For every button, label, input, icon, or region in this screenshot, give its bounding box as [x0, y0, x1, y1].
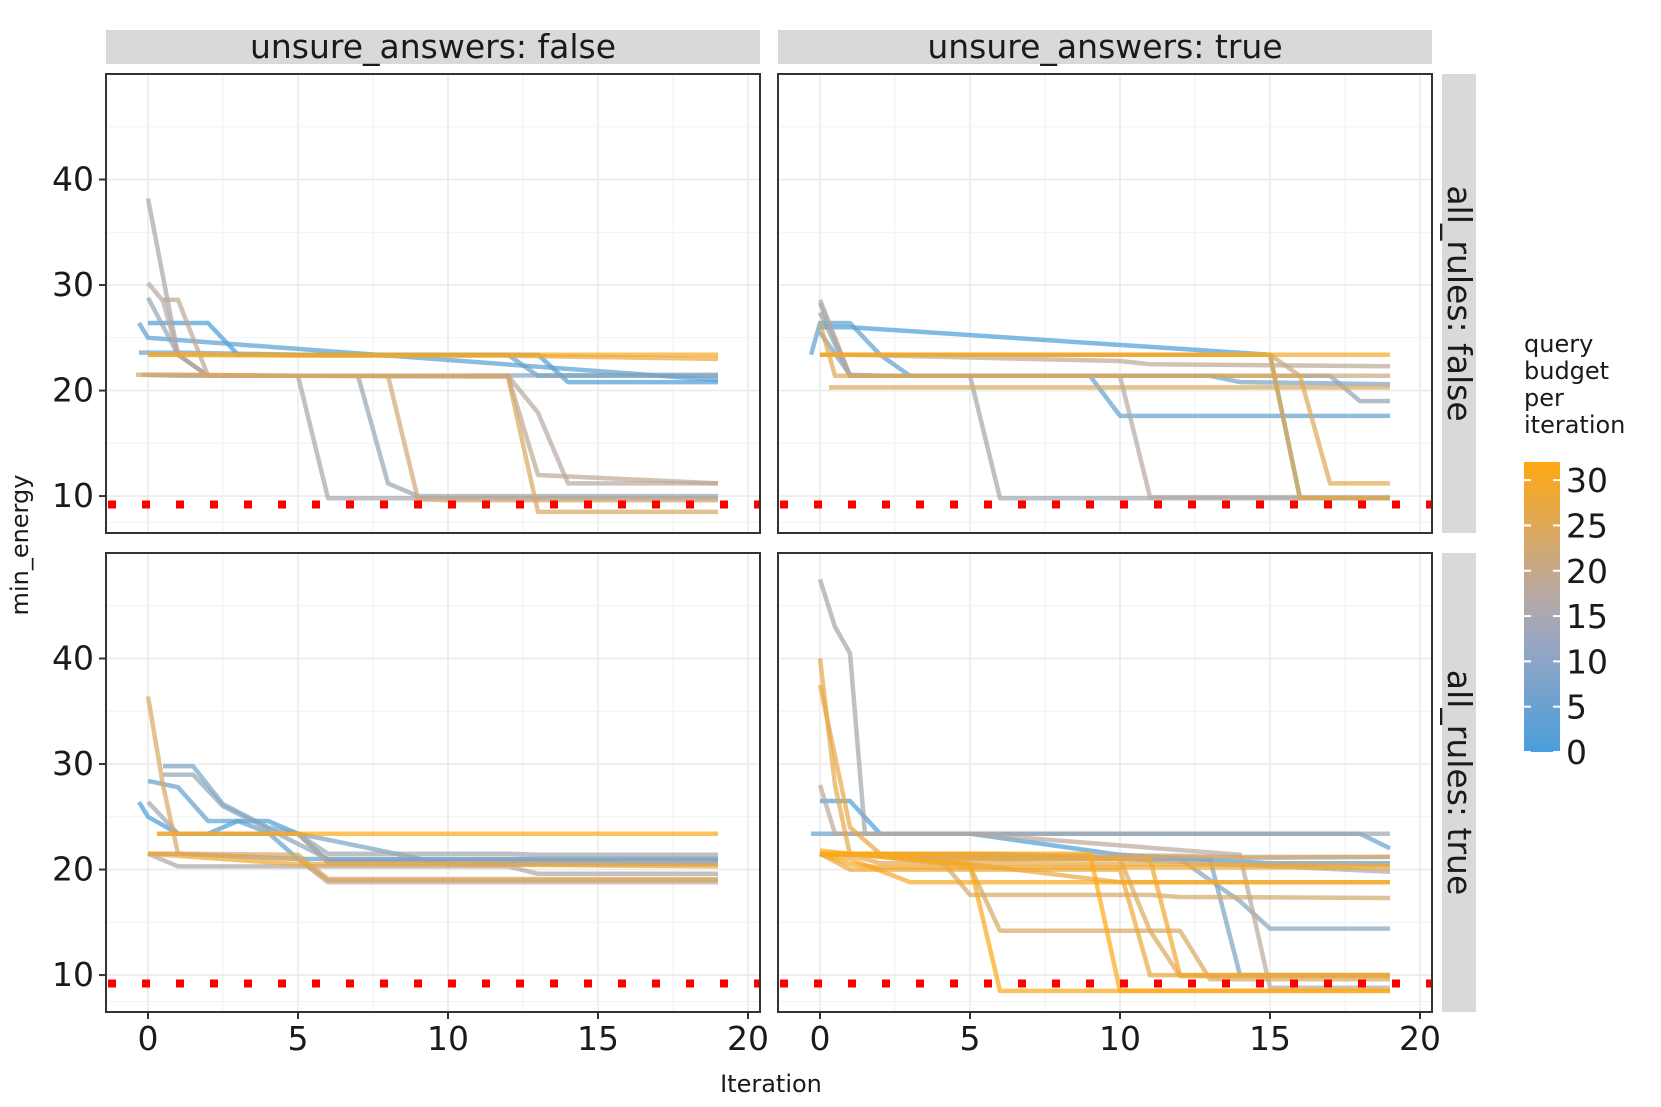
facet-panels [105, 73, 1433, 1013]
series-line [145, 696, 718, 882]
series-line [136, 372, 718, 515]
facet-panel [777, 552, 1433, 1013]
y-tick-label: 10 [52, 476, 94, 515]
legend-tick-label: 25 [1566, 506, 1608, 545]
series-line [819, 851, 1390, 885]
x-tick-label: 0 [138, 1019, 159, 1058]
y-tick-label: 30 [52, 265, 94, 304]
y-tick-label: 30 [52, 744, 94, 783]
y-axis-title: min_energy [6, 475, 34, 616]
legend-colorbar [1524, 462, 1560, 752]
legend-title: query budget per iteration [1524, 330, 1625, 439]
facet-panel [777, 73, 1433, 534]
gridlines [106, 74, 760, 533]
column-strip [106, 30, 760, 64]
y-tick-label: 20 [52, 371, 94, 410]
column-strip [778, 30, 1432, 64]
series-line [163, 772, 718, 862]
series-lines [137, 696, 719, 885]
y-tick-label: 20 [52, 850, 94, 889]
panel-border [105, 73, 761, 534]
legend-tick-label: 20 [1566, 552, 1608, 591]
panel-background [106, 74, 760, 533]
x-axis-title: Iteration [720, 1070, 822, 1098]
series-lines [811, 578, 1391, 994]
row-strip-label: all_rules: false [1440, 185, 1479, 421]
legend-tick-label: 5 [1566, 688, 1587, 727]
panel-background [778, 553, 1432, 1012]
panel-border [105, 552, 761, 1013]
y-tick-label: 40 [52, 639, 94, 678]
legend-tick-label: 10 [1566, 642, 1608, 681]
panel-background [106, 553, 760, 1012]
x-tick-label: 15 [1249, 1019, 1291, 1058]
x-tick-label: 5 [960, 1019, 981, 1058]
x-tick-label: 0 [810, 1019, 831, 1058]
facet-panel [105, 552, 761, 1013]
y-tick-label: 10 [52, 955, 94, 994]
x-tick-label: 10 [427, 1019, 469, 1058]
legend-tick-label: 0 [1566, 733, 1587, 772]
panel-border [777, 552, 1433, 1013]
panel-background [778, 74, 1432, 533]
panel-border [777, 73, 1433, 534]
series-line [137, 321, 719, 383]
series-line [147, 851, 719, 869]
facet-panel [105, 73, 761, 534]
row-strip [1442, 553, 1476, 1012]
column-strip-label: unsure_answers: true [927, 27, 1282, 66]
series-lines [808, 298, 1391, 501]
x-tick-label: 20 [727, 1019, 769, 1058]
y-tick-label: 40 [52, 160, 94, 199]
x-tick-label: 20 [1399, 1019, 1441, 1058]
row-strip-label: all_rules: true [1440, 670, 1479, 896]
x-tick-label: 15 [577, 1019, 619, 1058]
series-line [817, 322, 1390, 486]
facet-strips: unsure_answers: false unsure_answers: tru… [106, 27, 1479, 1012]
x-tick-label: 5 [288, 1019, 309, 1058]
x-tick-label: 10 [1099, 1019, 1141, 1058]
series-line [817, 784, 1390, 990]
row-strip [1442, 74, 1476, 533]
legend-tick-label: 15 [1566, 597, 1608, 636]
series-lines [136, 198, 719, 515]
series-line [820, 851, 1390, 994]
gridlines [106, 553, 760, 1012]
column-strip-label: unsure_answers: false [250, 27, 616, 66]
axes: 10 20 30 40 0 5 10 15 20 10 20 30 40 0 5 10 15 20 [52, 160, 1441, 1058]
legend-tick-label: 30 [1566, 461, 1608, 500]
color-legend: query budget per iteration 0 5 10 15 20 25 30 [1524, 330, 1625, 772]
